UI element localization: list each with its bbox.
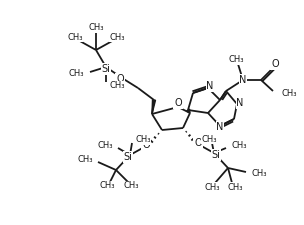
Polygon shape xyxy=(152,100,155,114)
Text: CH₃: CH₃ xyxy=(109,32,125,41)
Text: CH₃: CH₃ xyxy=(204,182,220,191)
Text: CH₃: CH₃ xyxy=(251,169,267,178)
Text: O: O xyxy=(194,138,202,148)
Text: CH₃: CH₃ xyxy=(228,56,244,65)
Text: Si: Si xyxy=(212,150,220,160)
Text: CH₃: CH₃ xyxy=(201,135,217,144)
Text: CH₃: CH₃ xyxy=(231,142,247,151)
Text: O: O xyxy=(271,59,279,69)
Text: N: N xyxy=(239,75,247,85)
Text: CH₃: CH₃ xyxy=(123,182,139,191)
Text: O: O xyxy=(174,98,182,108)
Text: O: O xyxy=(116,74,124,84)
Text: CH₃: CH₃ xyxy=(227,182,243,191)
Text: CH₃: CH₃ xyxy=(98,140,113,149)
Text: O: O xyxy=(142,140,150,150)
Text: CH₃: CH₃ xyxy=(88,23,104,32)
Text: CH₃: CH₃ xyxy=(68,70,84,79)
Text: CH₃: CH₃ xyxy=(281,88,296,97)
Polygon shape xyxy=(187,109,190,113)
Text: CH₃: CH₃ xyxy=(135,135,150,144)
Text: Si: Si xyxy=(102,64,110,74)
Text: N: N xyxy=(206,81,214,91)
Text: CH₃: CH₃ xyxy=(78,155,93,164)
Text: CH₃: CH₃ xyxy=(109,81,125,90)
Text: CH₃: CH₃ xyxy=(67,32,83,41)
Text: CH₃: CH₃ xyxy=(99,182,115,191)
Text: N: N xyxy=(216,122,224,132)
Text: N: N xyxy=(236,98,244,108)
Text: Si: Si xyxy=(123,152,133,162)
